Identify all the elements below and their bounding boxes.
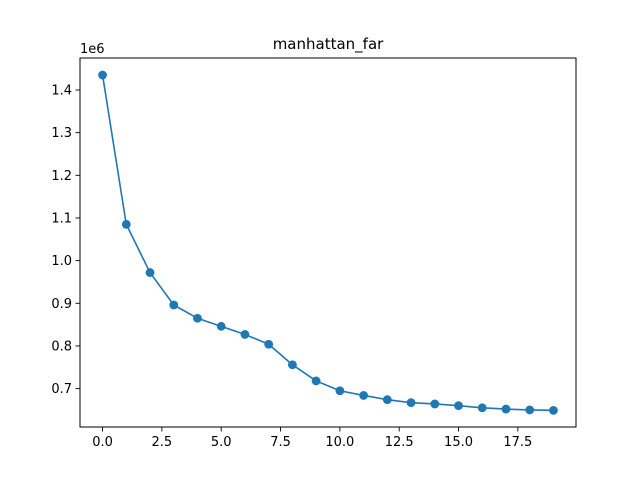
y-tick-label: 1.3 [51, 126, 72, 141]
data-point [288, 360, 297, 370]
data-point [121, 219, 131, 229]
data-point [549, 405, 558, 415]
x-axis: 0.0 2.5 5.0 7.5 10.0 12.5 15.0 17.5 [92, 427, 532, 450]
x-tick-label: 5.0 [211, 435, 232, 450]
data-point [525, 405, 535, 415]
data-point [216, 321, 226, 331]
data-point [264, 339, 274, 349]
data-point [335, 386, 345, 396]
y-tick-label: 1.2 [51, 169, 72, 184]
chart-title: manhattan_far [273, 35, 384, 54]
data-point [359, 391, 368, 400]
x-tick-label: 2.5 [152, 435, 173, 450]
x-tick-label: 0.0 [92, 435, 113, 450]
axes-frame [79, 57, 577, 428]
data-point [406, 398, 416, 408]
data-point [145, 268, 155, 277]
y-tick-label: 0.8 [51, 339, 72, 354]
y-tick-label: 0.7 [51, 382, 72, 397]
x-tick-label: 17.5 [503, 435, 532, 450]
data-point [311, 376, 321, 386]
data-point [501, 404, 511, 414]
y-tick-label: 1.1 [51, 211, 72, 226]
x-tick-label: 7.5 [270, 435, 291, 450]
y-tick-label: 0.9 [51, 297, 72, 312]
y-tick-label: 1.0 [51, 254, 72, 269]
data-point [430, 399, 440, 409]
data-point [98, 70, 107, 80]
y-axis: 0.7 0.8 0.9 1.0 1.1 1.2 1.3 1.4 [51, 83, 80, 397]
data-point [240, 330, 250, 339]
x-tick-label: 15.0 [444, 435, 473, 450]
data-point [169, 300, 179, 310]
data-point [193, 313, 202, 323]
plot-area [98, 70, 558, 415]
data-point [454, 401, 463, 411]
x-tick-label: 10.0 [325, 435, 354, 450]
data-point [382, 395, 392, 405]
x-tick-label: 12.5 [385, 435, 414, 450]
y-axis-offset-label: 1e6 [80, 42, 105, 57]
y-tick-label: 1.4 [51, 83, 72, 98]
data-point [477, 403, 487, 413]
